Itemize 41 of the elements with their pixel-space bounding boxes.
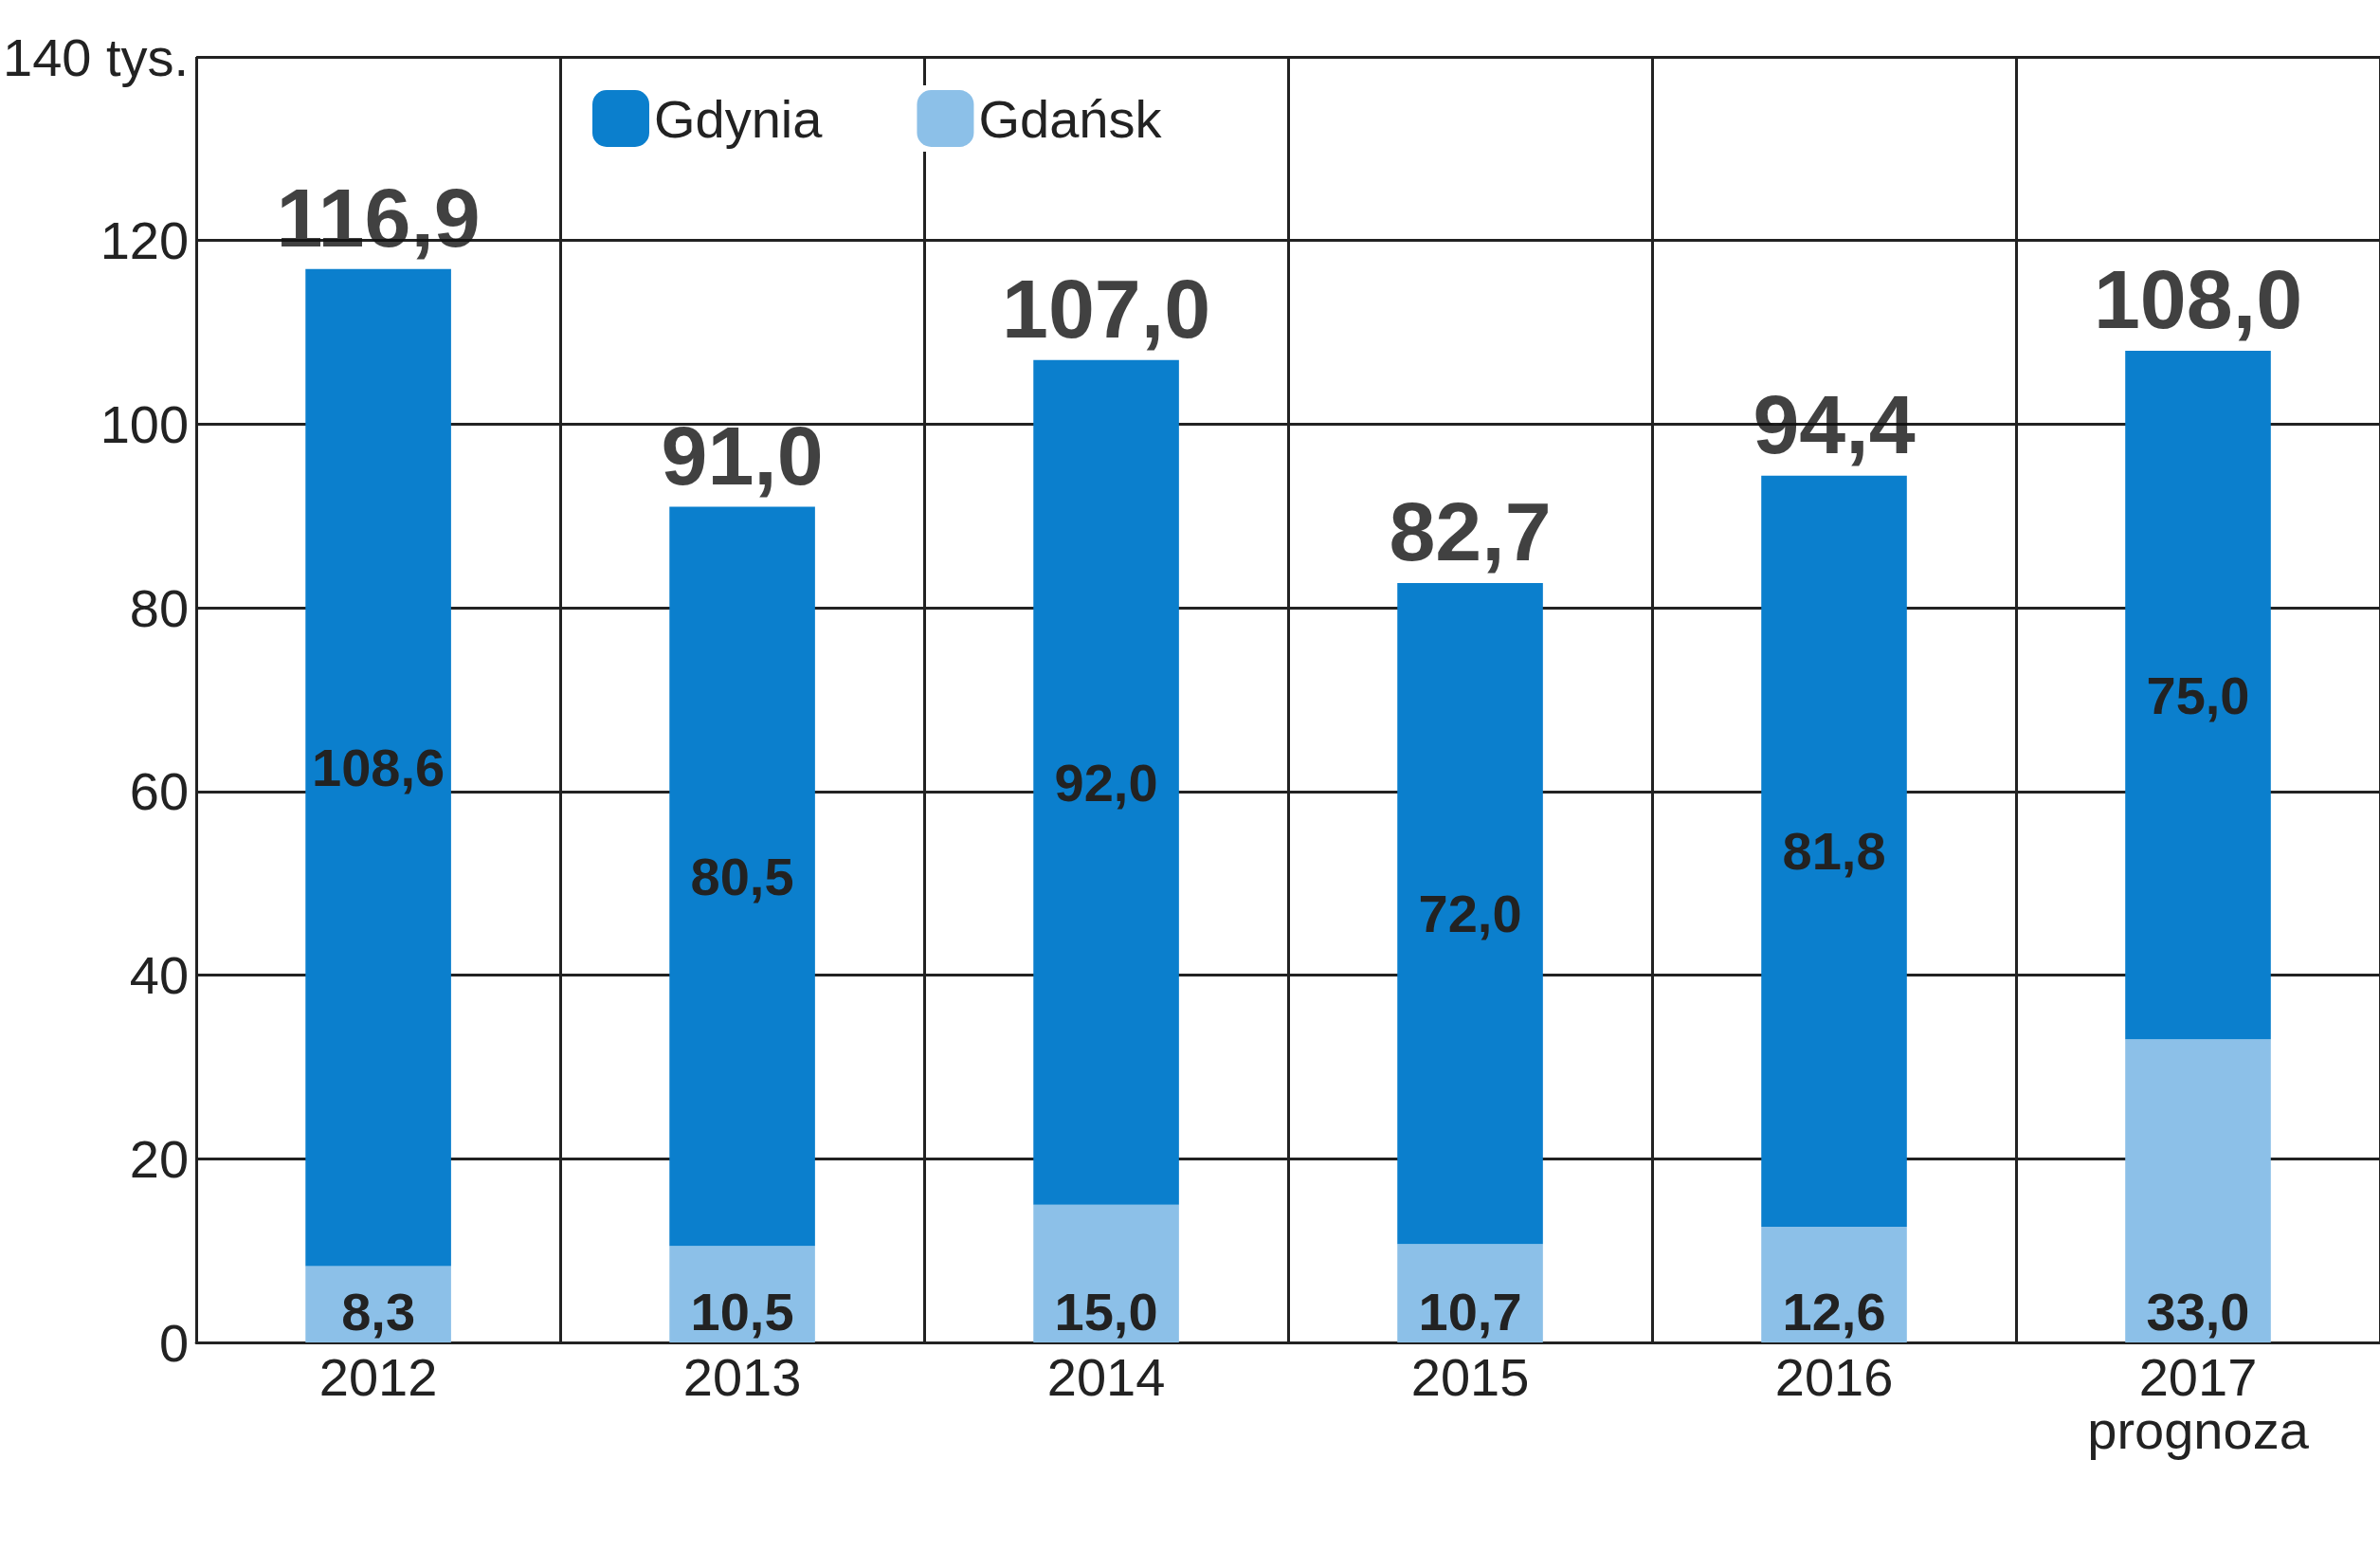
data-label: 8,3 [341, 1281, 416, 1341]
data-label: 75,0 [2146, 665, 2250, 725]
data-label: 15,0 [1054, 1281, 1158, 1341]
total-label: 91,0 [661, 409, 824, 503]
total-label: 82,7 [1389, 484, 1552, 579]
x-tick-label: 2012 [318, 1346, 438, 1407]
total-label: 107,0 [1001, 262, 1211, 356]
total-label: 108,0 [2093, 252, 2303, 347]
bar [305, 268, 451, 1267]
y-tick-label: 140 tys. [3, 27, 190, 87]
y-tick-label: 0 [158, 1312, 190, 1373]
x-tick-label: 2013 [682, 1346, 802, 1407]
bar [2125, 350, 2271, 1040]
data-label: 92,0 [1054, 752, 1158, 812]
bar [1397, 582, 1543, 1245]
legend-label: Gdańsk [978, 88, 1163, 149]
x-tick-label: 2017 prognoza [2087, 1346, 2310, 1460]
y-tick-label: 100 [100, 393, 190, 454]
bar [1761, 475, 1907, 1227]
data-label: 72,0 [1418, 884, 1522, 944]
y-tick-label: 20 [129, 1128, 190, 1189]
data-label: 80,5 [690, 846, 794, 906]
bar [1033, 359, 1179, 1205]
bar [1761, 1226, 1907, 1342]
x-tick-label: 2015 [1410, 1346, 1530, 1407]
data-label: 10,7 [1418, 1281, 1522, 1341]
data-label: 10,5 [690, 1281, 794, 1341]
y-tick-label: 120 [100, 210, 190, 271]
legend-label: Gdynia [654, 88, 824, 149]
x-tick-label: 2014 [1046, 1346, 1166, 1407]
data-label: 108,6 [312, 738, 445, 798]
x-tick-label: 2016 [1774, 1346, 1894, 1407]
bar [669, 506, 815, 1247]
y-tick-label: 40 [129, 945, 190, 1006]
data-label: 33,0 [2146, 1281, 2250, 1341]
data-label: 81,8 [1782, 821, 1886, 882]
y-tick-label: 80 [129, 577, 190, 638]
y-tick-label: 60 [129, 761, 190, 822]
data-label: 12,6 [1782, 1281, 1886, 1341]
bar [2125, 1039, 2271, 1342]
bar [1033, 1204, 1179, 1342]
